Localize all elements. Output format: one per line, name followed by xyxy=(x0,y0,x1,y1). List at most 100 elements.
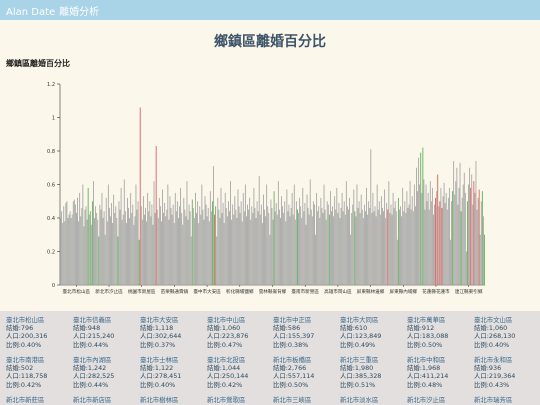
bar[interactable] xyxy=(440,187,442,285)
bar[interactable] xyxy=(461,197,463,285)
bar[interactable] xyxy=(106,221,108,285)
bar[interactable] xyxy=(145,207,146,285)
bar[interactable] xyxy=(117,236,119,285)
bar[interactable] xyxy=(357,207,359,285)
bar[interactable] xyxy=(264,209,265,286)
bar[interactable] xyxy=(451,201,452,285)
bar[interactable] xyxy=(151,204,153,285)
bar[interactable] xyxy=(234,196,236,285)
bar[interactable] xyxy=(181,212,183,285)
bar[interactable] xyxy=(280,218,281,285)
bar[interactable] xyxy=(378,201,380,285)
bar[interactable] xyxy=(306,194,308,285)
bar[interactable] xyxy=(337,212,339,285)
bar[interactable] xyxy=(65,202,67,285)
bar[interactable] xyxy=(402,187,404,285)
bar[interactable] xyxy=(88,214,90,285)
bar[interactable] xyxy=(298,212,299,285)
bar[interactable] xyxy=(464,192,466,285)
bar[interactable] xyxy=(480,201,482,285)
bar[interactable] xyxy=(425,184,427,286)
bar[interactable] xyxy=(105,197,107,285)
bar[interactable] xyxy=(156,209,158,286)
bar[interactable] xyxy=(218,209,220,286)
bar[interactable] xyxy=(348,209,349,286)
bar[interactable] xyxy=(184,209,186,286)
bar[interactable] xyxy=(318,206,320,285)
bar[interactable] xyxy=(115,206,117,285)
bar[interactable] xyxy=(271,207,273,285)
bar[interactable] xyxy=(459,162,461,285)
bar[interactable] xyxy=(354,211,356,285)
bar[interactable] xyxy=(351,212,353,285)
bar[interactable] xyxy=(90,224,92,285)
bar[interactable] xyxy=(249,197,251,285)
bar[interactable] xyxy=(445,192,447,285)
bar[interactable] xyxy=(427,192,429,285)
bar[interactable] xyxy=(277,181,279,285)
bar[interactable] xyxy=(244,184,246,286)
bar[interactable] xyxy=(266,184,268,286)
bar[interactable] xyxy=(375,216,377,285)
bar[interactable] xyxy=(219,218,221,285)
bar[interactable] xyxy=(172,204,174,285)
bar[interactable] xyxy=(294,219,296,285)
bar[interactable] xyxy=(163,212,165,285)
bar[interactable] xyxy=(63,206,65,285)
bar[interactable] xyxy=(275,202,277,285)
bar[interactable] xyxy=(199,206,201,285)
bar[interactable] xyxy=(270,199,272,285)
bar[interactable] xyxy=(114,212,116,285)
bar[interactable] xyxy=(322,212,324,285)
bar[interactable] xyxy=(472,204,474,285)
bar[interactable] xyxy=(304,202,306,285)
bar[interactable] xyxy=(443,182,445,285)
bar[interactable] xyxy=(176,201,178,285)
bar[interactable] xyxy=(450,239,451,285)
bar[interactable] xyxy=(232,204,234,285)
bar[interactable] xyxy=(125,223,127,285)
bar[interactable] xyxy=(186,181,188,285)
bar[interactable] xyxy=(136,209,138,286)
bar[interactable] xyxy=(133,224,135,285)
bar[interactable] xyxy=(316,192,318,285)
bar[interactable] xyxy=(463,172,465,285)
bar[interactable] xyxy=(408,204,410,285)
bar[interactable] xyxy=(311,216,313,285)
bar[interactable] xyxy=(452,191,454,285)
bar[interactable] xyxy=(387,209,389,286)
bar[interactable] xyxy=(363,204,365,285)
bar[interactable] xyxy=(400,206,401,285)
bar[interactable] xyxy=(225,207,227,285)
bar[interactable] xyxy=(100,209,102,286)
bar[interactable] xyxy=(86,219,88,285)
bar[interactable] xyxy=(259,214,261,285)
bar[interactable] xyxy=(456,167,458,285)
bar[interactable] xyxy=(338,202,340,285)
bar[interactable] xyxy=(481,191,483,285)
bar[interactable] xyxy=(104,234,106,285)
bar[interactable] xyxy=(247,204,248,285)
bar[interactable] xyxy=(268,212,270,285)
bar[interactable] xyxy=(314,204,315,285)
bar[interactable] xyxy=(215,206,217,285)
bar[interactable] xyxy=(299,197,301,285)
bar[interactable] xyxy=(241,221,243,285)
bar[interactable] xyxy=(200,214,202,285)
bar[interactable] xyxy=(303,211,305,285)
bar[interactable] xyxy=(265,216,267,285)
bar[interactable] xyxy=(371,212,373,285)
bar[interactable] xyxy=(263,194,264,285)
bar[interactable] xyxy=(373,211,375,285)
bar[interactable] xyxy=(205,204,207,285)
bar[interactable] xyxy=(273,191,275,285)
bar[interactable] xyxy=(251,206,253,285)
bar[interactable] xyxy=(223,223,225,285)
bar[interactable] xyxy=(239,212,241,285)
bar[interactable] xyxy=(191,199,193,285)
bar[interactable] xyxy=(258,176,260,285)
bar[interactable] xyxy=(282,206,284,285)
bar[interactable] xyxy=(231,219,233,285)
bar[interactable] xyxy=(453,161,455,285)
bar[interactable] xyxy=(403,211,405,285)
